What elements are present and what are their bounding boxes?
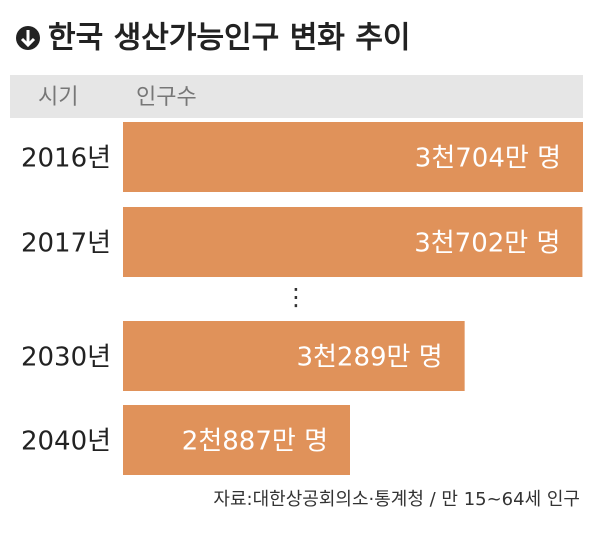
bar	[123, 122, 583, 192]
source: 자료:대한상공회의소·통계청 / 만 15~64세 인구	[213, 489, 580, 510]
value-label: 3천289만 명	[296, 343, 442, 373]
value-label: 3천704만 명	[415, 144, 561, 174]
header-band	[10, 75, 583, 118]
category-label: 2030년	[21, 343, 111, 373]
category-label: 2017년	[21, 229, 111, 259]
category-label: 2040년	[21, 427, 111, 457]
bar	[123, 405, 350, 475]
value-label: 2천887만 명	[182, 427, 328, 457]
column-header: 시기	[38, 85, 78, 110]
value-label: 3천702만 명	[414, 229, 560, 259]
column-header: 인구수	[136, 85, 197, 110]
chart-title: 한국 생산가능인구 변화 추이	[48, 21, 411, 56]
bar	[123, 207, 583, 277]
ellipsis: ⋮	[284, 283, 308, 311]
category-label: 2016년	[21, 144, 111, 174]
title-icon-arrow	[20, 30, 36, 48]
bar	[123, 321, 465, 391]
